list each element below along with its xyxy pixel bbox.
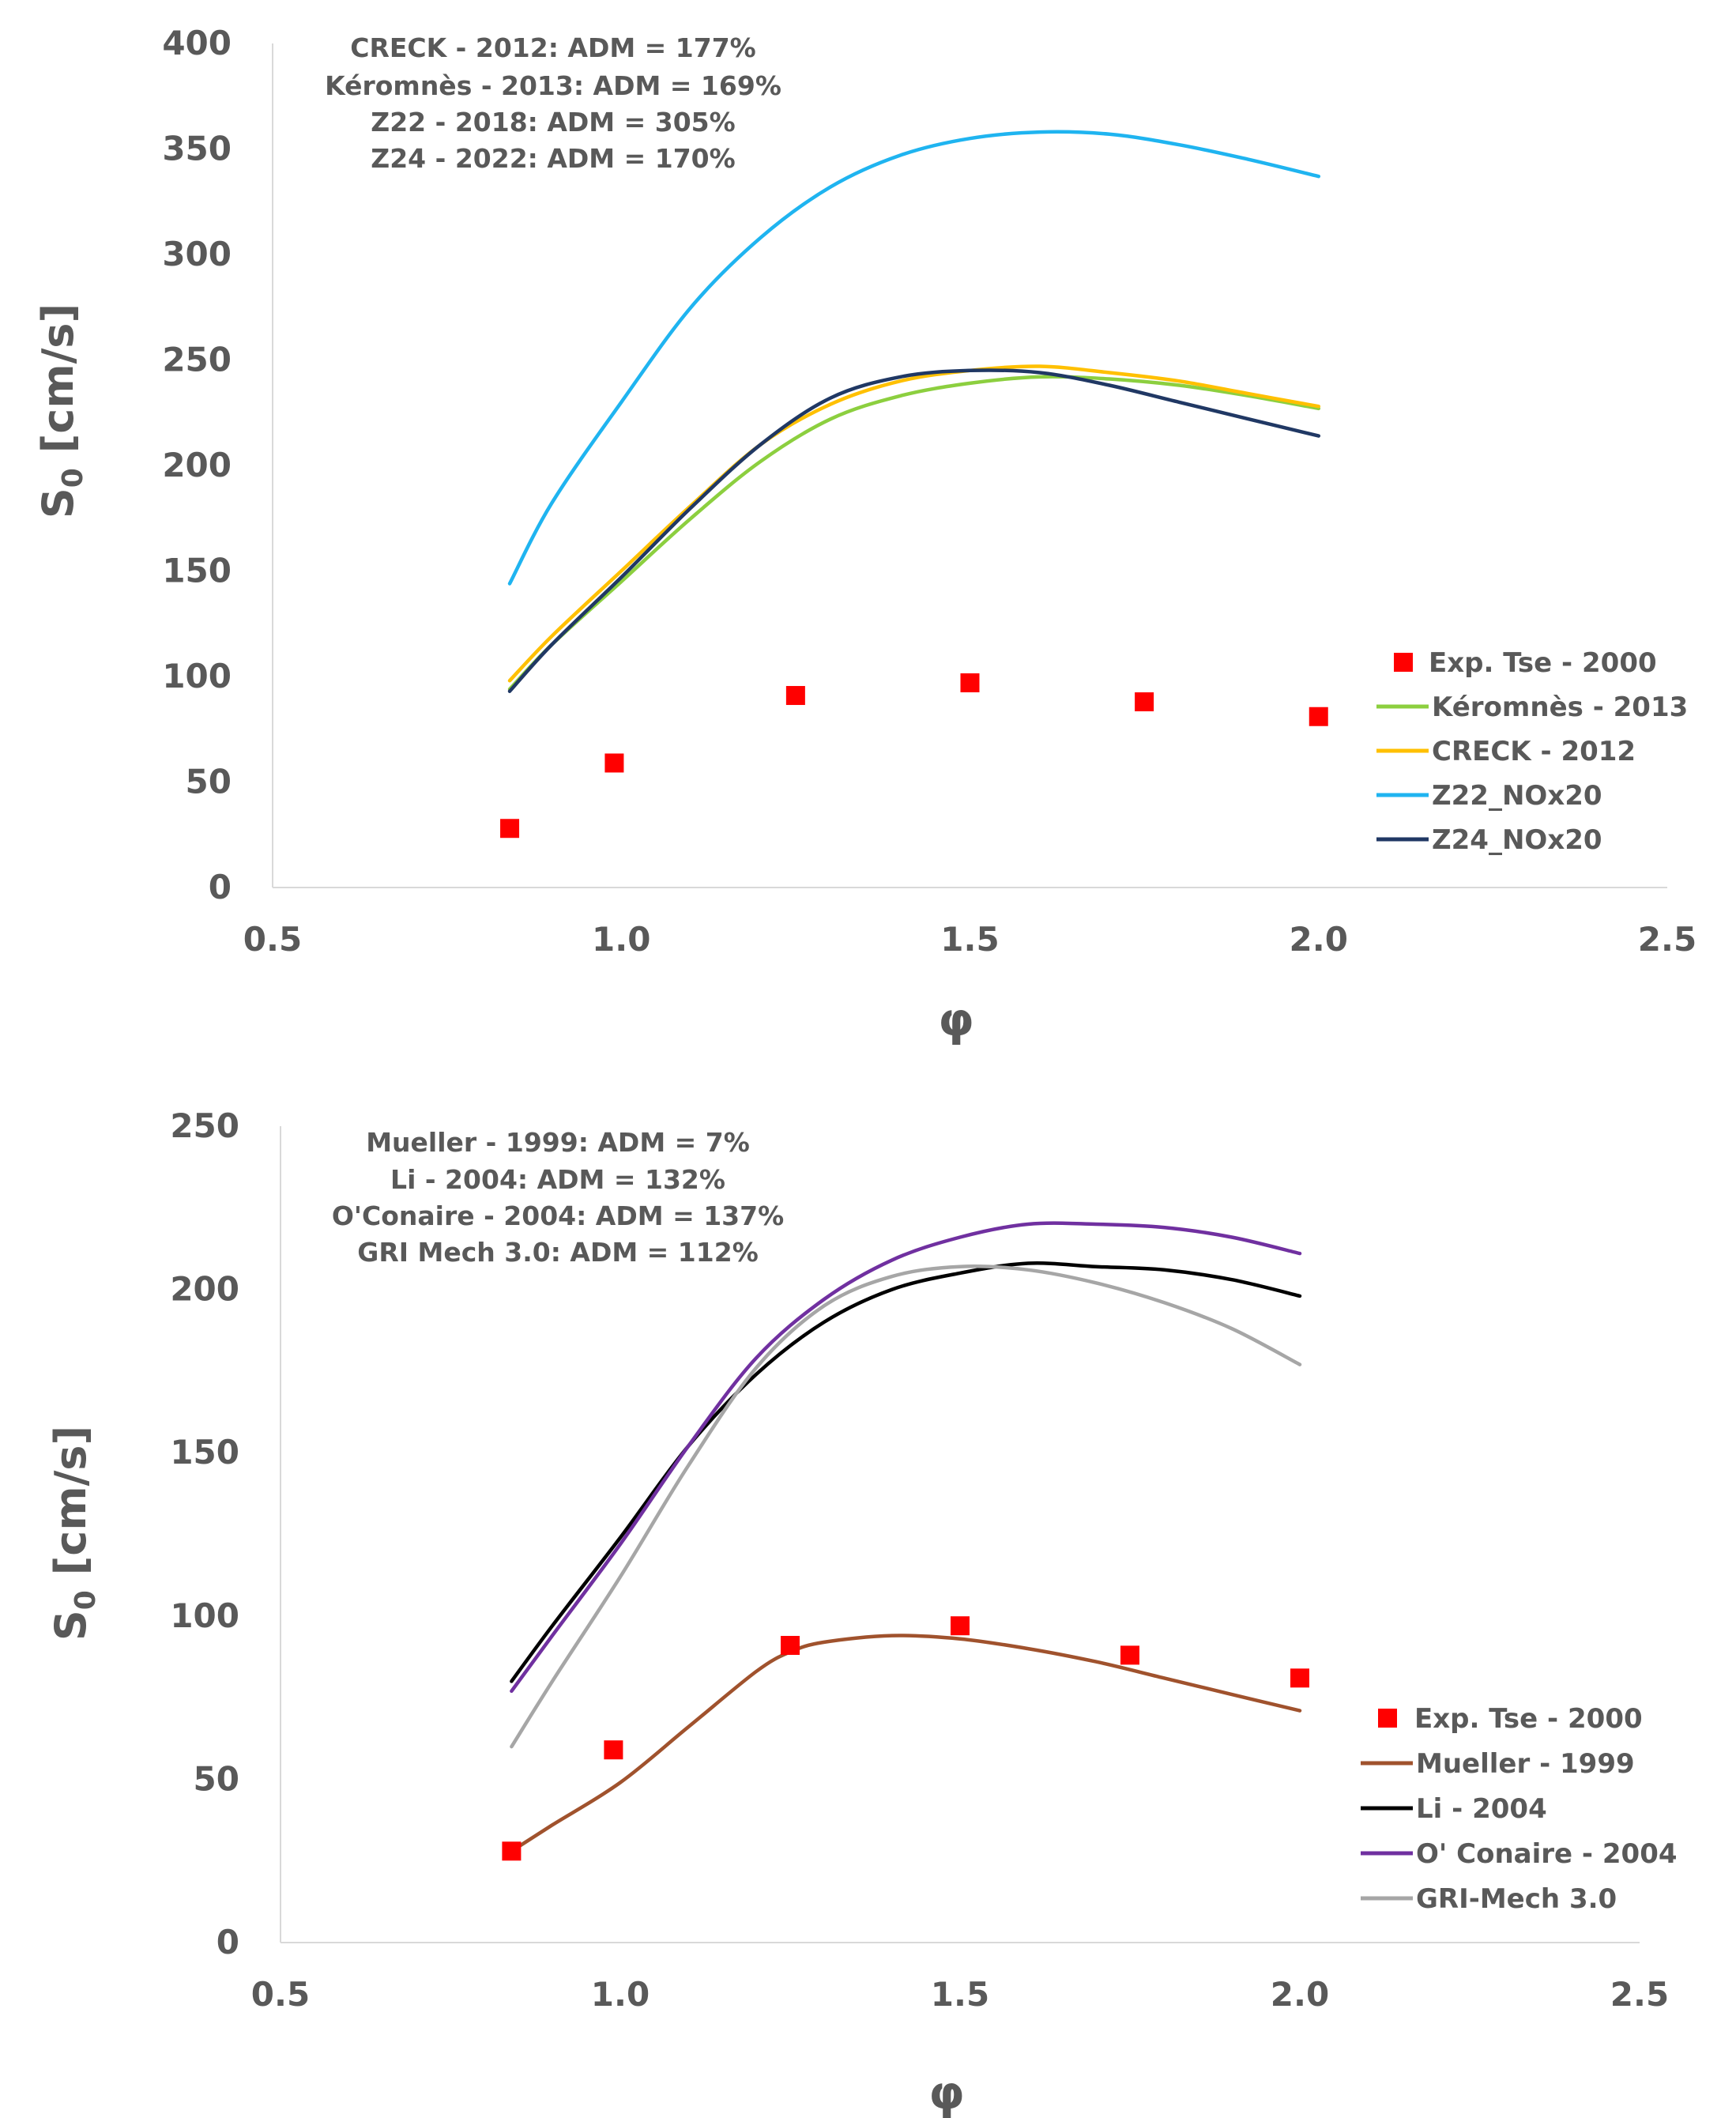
chart-bottom-series-line-0 [510, 1634, 1302, 1853]
chart-bottom-y-tick-label: 0 [217, 1923, 239, 1962]
chart-bottom-y-tick-label: 200 [170, 1270, 239, 1309]
svg-text:S0 [cm/s]: S0 [cm/s] [46, 1426, 102, 1641]
chart-bottom-marks: 0 50 100 150 200 250 0.5 1.0 1.5 2.0 2.5 [170, 1106, 1669, 2014]
chart-top-series-line-2 [507, 130, 1321, 586]
chart-top-exp-point [1309, 707, 1328, 726]
chart-top-exp-point [785, 686, 805, 706]
chart-bottom-ylabel-sub: 0 [70, 1590, 102, 1610]
chart-bottom-x-tick-label: 0.5 [251, 1975, 310, 2014]
chart-top-series-line-0 [507, 375, 1321, 692]
chart-top-y-tick-label: 400 [162, 24, 232, 62]
chart-bottom-y-axis-title: S0 [cm/s] [46, 1426, 102, 1641]
chart-top-series-line-1 [507, 364, 1321, 683]
chart-top-legend-marker-0 [1394, 653, 1413, 672]
chart-bottom-ylabel-main: S [46, 1610, 96, 1641]
chart-bottom-exp-point [1120, 1645, 1139, 1665]
chart-bottom-legend-label-4: GRI-Mech 3.0 [1416, 1883, 1617, 1915]
chart-top-annotation-2: Z22 - 2018: ADM = 305% [371, 107, 735, 138]
chart-top-y-tick-label: 350 [162, 130, 232, 168]
chart-top-legend-label-2: CRECK - 2012 [1432, 736, 1636, 767]
chart-top-legend-label-3: Z22_NOx20 [1432, 780, 1602, 812]
chart-top-y-axis-title: S0 [cm/s] [33, 303, 89, 518]
chart-bottom-annotation-0: Mueller - 1999: ADM = 7% [366, 1127, 750, 1158]
chart-top-y-tick-label: 250 [162, 341, 232, 379]
chart-top-annotation-0: CRECK - 2012: ADM = 177% [350, 32, 756, 63]
chart-top-y-tick-label: 0 [209, 868, 232, 906]
chart-bottom-y-tick-label: 50 [194, 1759, 239, 1798]
chart-bottom-legend: Exp. Tse - 2000 Mueller - 1999 Li - 2004… [1361, 1703, 1678, 1915]
chart-bottom-annotation-2: O'Conaire - 2004: ADM = 137% [332, 1200, 784, 1231]
chart-top-ylabel-unit: [cm/s] [33, 303, 83, 468]
chart-bottom-y-tick-label: 150 [170, 1433, 239, 1472]
chart-top-x-tick-label: 1.0 [592, 920, 650, 959]
chart-bottom-exp-point [781, 1635, 800, 1655]
chart-top-legend-label-4: Z24_NOx20 [1432, 824, 1602, 856]
chart-top-series-line-3 [507, 368, 1321, 693]
chart-bottom-y-tick-label: 100 [170, 1596, 239, 1635]
chart-bottom-series-line-2 [510, 1221, 1302, 1694]
chart-top-x-tick-label: 0.5 [243, 920, 302, 959]
chart-top-exp-point [1135, 692, 1154, 712]
chart-top-legend: Exp. Tse - 2000 Kéromnès - 2013 CRECK - … [1376, 647, 1688, 856]
chart-bottom-annotation-3: GRI Mech 3.0: ADM = 112% [357, 1237, 759, 1268]
chart-top-x-axis-title: φ [938, 993, 973, 1046]
chart-bottom-x-tick-label: 2.0 [1271, 1975, 1329, 2014]
chart-bottom-x-tick-label: 2.5 [1610, 1975, 1669, 2014]
chart-top-exp-point [500, 819, 520, 839]
chart-top-x-tick-label: 2.0 [1290, 920, 1348, 959]
chart-bottom-annotation-1: Li - 2004: ADM = 132% [390, 1164, 725, 1195]
chart-bottom-annotations: Mueller - 1999: ADM = 7% Li - 2004: ADM … [332, 1127, 784, 1268]
chart-bottom-legend-label-3: O' Conaire - 2004 [1416, 1838, 1678, 1870]
chart-bottom-exp-point [502, 1841, 522, 1861]
chart-bottom-x-axis-title: φ [928, 2066, 964, 2118]
chart-top-marks: 0 50 100 150 200 250 300 350 400 0.5 1.0 1.5 2.0 2.5 [162, 24, 1696, 959]
chart-top-ylabel-sub: 0 [57, 468, 89, 488]
chart-bottom-legend-label-0: Exp. Tse - 2000 [1414, 1703, 1643, 1735]
chart-top-annotation-3: Z24 - 2022: ADM = 170% [371, 143, 735, 174]
chart-bottom-ylabel-unit: [cm/s] [46, 1426, 96, 1590]
chart-bottom-x-tick-label: 1.5 [931, 1975, 989, 2014]
chart-bottom-exp-point [951, 1616, 970, 1636]
chart-top-legend-label-1: Kéromnès - 2013 [1432, 692, 1688, 723]
chart-bottom-exp-point [1290, 1668, 1309, 1688]
chart-top-x-tick-label: 2.5 [1638, 920, 1696, 959]
chart-top-annotation-1: Kéromnès - 2013: ADM = 169% [325, 70, 781, 101]
chart-top-y-tick-label: 300 [162, 235, 232, 273]
chart-bottom-x-tick-label: 1.0 [591, 1975, 650, 2014]
chart-bottom-series-line-1 [510, 1261, 1302, 1683]
chart-top-ylabel-main: S [33, 488, 83, 518]
chart-bottom-series-line-3 [510, 1264, 1302, 1749]
chart-top-y-tick-label: 100 [162, 657, 232, 695]
chart-bottom-legend-label-1: Mueller - 1999 [1416, 1748, 1635, 1780]
chart-bottom-legend-marker-0 [1378, 1709, 1397, 1728]
chart-bottom-legend-label-2: Li - 2004 [1416, 1793, 1547, 1825]
svg-text:S0 [cm/s]: S0 [cm/s] [33, 303, 89, 518]
chart-top-y-tick-label: 150 [162, 552, 232, 590]
chart-bottom-exp-point [604, 1740, 623, 1760]
chart-top-exp-point [604, 753, 624, 773]
chart-top-legend-label-0: Exp. Tse - 2000 [1429, 647, 1657, 679]
chart-top-y-tick-label: 50 [186, 763, 232, 801]
chart-top-annotations: CRECK - 2012: ADM = 177% Kéromnès - 2013… [325, 32, 781, 174]
chart-top-exp-point [960, 673, 980, 693]
chart-top-y-tick-label: 200 [162, 446, 232, 484]
chart-bottom-y-tick-label: 250 [170, 1106, 239, 1145]
chart-top-x-tick-label: 1.5 [940, 920, 999, 959]
